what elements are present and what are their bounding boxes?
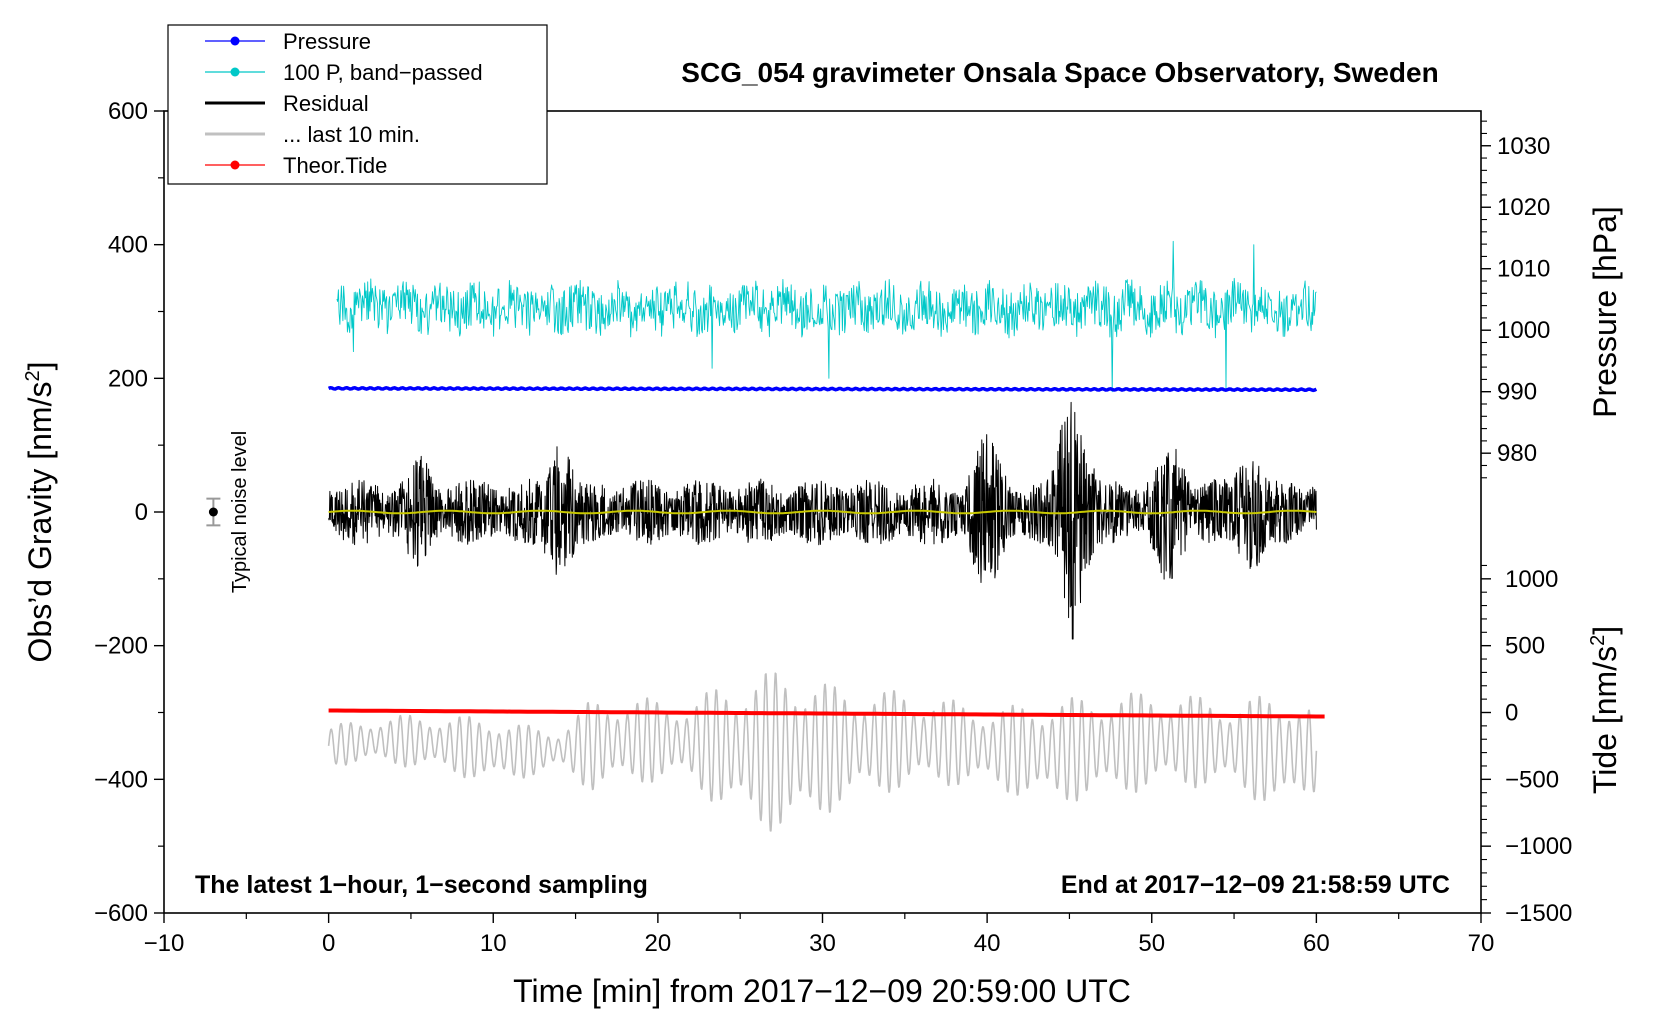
legend-label: ... last 10 min. <box>283 122 420 147</box>
y-axis-gravity: 600 400 200 0 −200 −400 −600 <box>94 98 164 927</box>
noise-level-label: Typical noise level <box>229 431 251 593</box>
legend-label: Theor.Tide <box>283 153 387 178</box>
pressure-tick-label: 990 <box>1497 379 1537 406</box>
tide-tick-label: 0 <box>1505 700 1518 727</box>
theoretical-tide-series-line <box>328 708 1325 719</box>
y-axis-gravity-title: Obs’d Gravity [nm/s2] <box>22 362 58 663</box>
y-axis-pressure-title: Pressure [hPa] <box>1587 206 1623 418</box>
y-tick-label: 200 <box>108 365 148 392</box>
pressure-tick-label: 1000 <box>1497 317 1550 344</box>
tide-tick-label: −1500 <box>1505 900 1572 927</box>
legend-marker <box>230 67 240 77</box>
legend: Pressure 100 P, band−passed Residual ... la… <box>167 24 548 185</box>
smoothed-residual-series-line <box>328 509 1317 515</box>
x-tick-label: 10 <box>480 930 507 957</box>
annotation-end-time: End at 2017−12−09 21:58:59 UTC <box>1061 871 1450 899</box>
pressure-tick-label: 1030 <box>1497 133 1550 160</box>
noise-level-marker <box>206 497 221 527</box>
x-axis: −10 0 10 20 30 40 50 60 70 <box>144 913 1495 957</box>
x-tick-label: −10 <box>144 930 185 957</box>
y-axis-tide-title-sup: 2 <box>1587 635 1609 646</box>
x-tick-label: 40 <box>974 930 1001 957</box>
x-tick-label: 60 <box>1303 930 1330 957</box>
pressure-tick-label: 1010 <box>1497 256 1550 283</box>
x-tick-label: 0 <box>322 930 335 957</box>
legend-label: Residual <box>283 91 369 116</box>
tide-tick-label: −500 <box>1505 766 1559 793</box>
tide-tick-label: −1000 <box>1505 833 1572 860</box>
annotation-sampling: The latest 1−hour, 1−second sampling <box>195 871 648 899</box>
y-axis-gravity-title-sup: 2 <box>22 370 44 381</box>
y-axis-pressure: 1030 1020 1010 1000 990 980 <box>1481 120 1550 479</box>
pressure-tick-label: 1020 <box>1497 194 1550 221</box>
y-tick-label: −600 <box>94 900 148 927</box>
x-axis-title: Time [min] from 2017−12−09 20:59:00 UTC <box>513 973 1131 1009</box>
noise-point <box>208 507 218 517</box>
y-axis-tide-title-main: Tide [nm/s <box>1587 646 1623 794</box>
legend-label: Pressure <box>283 29 371 54</box>
pressure-series-line <box>327 385 1318 393</box>
last-10-min-series-line <box>327 672 1318 832</box>
y-axis-gravity-title-end: ] <box>22 362 58 371</box>
x-tick-label: 30 <box>809 930 836 957</box>
legend-marker <box>230 160 240 170</box>
band-passed-pressure-series-line <box>336 240 1317 393</box>
x-tick-label: 50 <box>1138 930 1165 957</box>
y-tick-label: −200 <box>94 633 148 660</box>
legend-label: 100 P, band−passed <box>283 60 483 85</box>
legend-marker <box>230 36 240 46</box>
pressure-tick-label: 980 <box>1497 440 1537 467</box>
x-tick-label: 20 <box>645 930 672 957</box>
tide-tick-label: 1000 <box>1505 566 1558 593</box>
y-axis-gravity-title-main: Obs’d Gravity [nm/s <box>22 382 58 663</box>
chart-title: SCG_054 gravimeter Onsala Space Observat… <box>681 57 1438 88</box>
y-tick-label: 400 <box>108 232 148 259</box>
y-axis-tide-title-end: ] <box>1587 626 1623 635</box>
y-axis-tide: 1000 500 0 −500 −1000 −1500 <box>1481 564 1572 927</box>
y-tick-label: −400 <box>94 766 148 793</box>
tide-tick-label: 500 <box>1505 633 1545 660</box>
x-tick-label: 70 <box>1468 930 1495 957</box>
series-layer <box>327 240 1325 832</box>
y-tick-label: 0 <box>135 499 148 526</box>
y-axis-tide-title: Tide [nm/s2] <box>1587 626 1623 794</box>
y-tick-label: 600 <box>108 98 148 125</box>
